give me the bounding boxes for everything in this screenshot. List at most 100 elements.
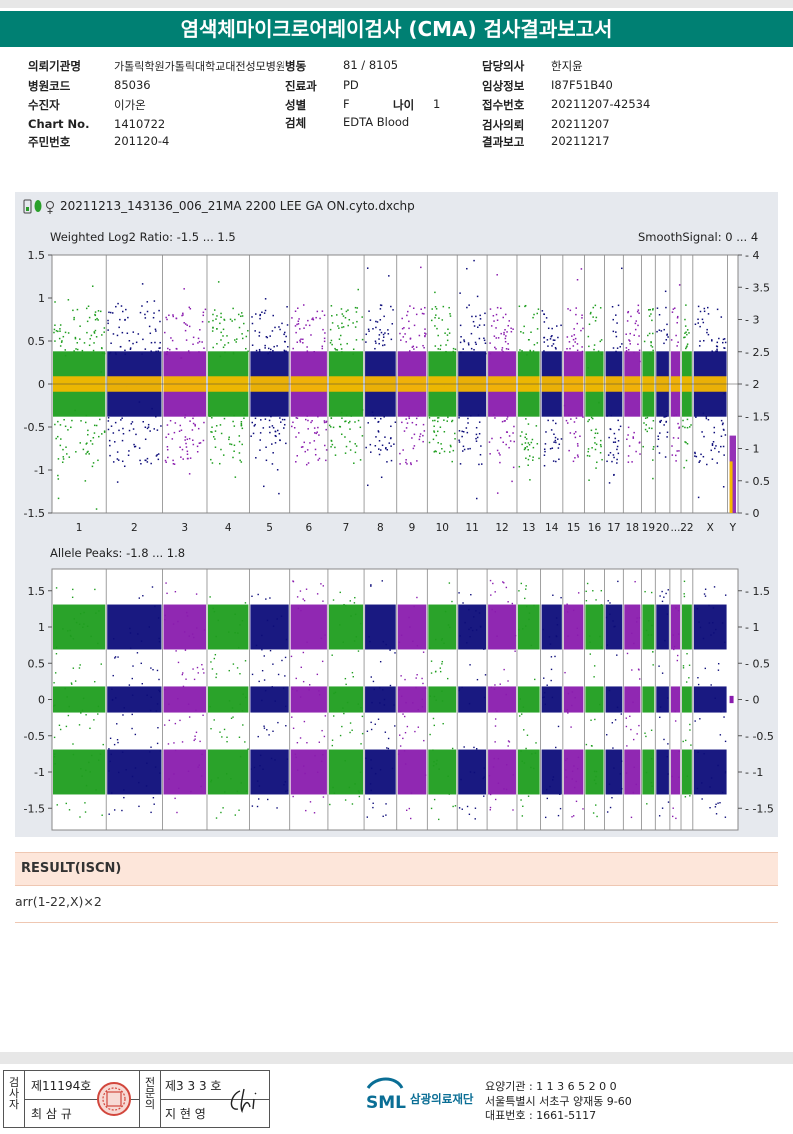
log2-point <box>185 339 188 341</box>
allele-point <box>721 622 724 624</box>
log2-point <box>141 353 143 355</box>
allele-point <box>659 595 661 597</box>
log2-point <box>217 281 220 283</box>
log2-point <box>164 459 167 462</box>
log2-point <box>67 299 70 301</box>
log2-point <box>697 318 699 321</box>
log2-point <box>579 435 581 437</box>
allele-point <box>332 599 335 601</box>
log2-point <box>60 341 63 343</box>
allele-point <box>236 790 239 793</box>
allele-band <box>328 686 364 713</box>
allele-band <box>250 686 289 713</box>
allele-point <box>111 699 114 701</box>
allele-point <box>432 749 434 751</box>
log2-point <box>354 421 356 423</box>
log2-point <box>413 348 415 350</box>
allele-point <box>339 624 341 626</box>
allele-point <box>85 784 88 787</box>
log2-point <box>536 312 538 315</box>
log2-point <box>75 451 77 453</box>
allele-point <box>661 590 663 593</box>
allele-point <box>665 592 667 595</box>
log2-point <box>543 454 546 456</box>
patient-label: 수진자 <box>28 98 60 112</box>
log2-point <box>244 414 246 416</box>
log2-point <box>435 314 437 316</box>
log2-point <box>228 438 230 441</box>
log2-point <box>671 454 674 456</box>
allele-band <box>397 604 427 650</box>
log2-point <box>499 454 501 456</box>
allele-band <box>428 604 457 650</box>
log2-point <box>649 353 651 355</box>
allele-point <box>402 737 404 740</box>
log2-point <box>299 339 301 342</box>
allele-point <box>91 754 93 757</box>
log2-point <box>433 430 435 432</box>
allele-point <box>399 745 402 747</box>
allele-point <box>403 750 406 752</box>
log2-point <box>99 310 102 313</box>
allele-point <box>666 756 668 758</box>
log2-point <box>224 344 226 346</box>
allele-point <box>196 666 199 669</box>
allele-point <box>146 762 148 764</box>
log2-point <box>406 422 409 424</box>
log2-point <box>491 437 493 440</box>
log2-point <box>323 337 326 340</box>
allele-point <box>370 721 372 724</box>
log2-point <box>241 333 243 335</box>
allele-point <box>163 724 166 726</box>
log2-point <box>283 423 286 426</box>
allele-band <box>53 749 106 795</box>
allele-point <box>394 725 396 727</box>
allele-point <box>300 609 302 612</box>
log2-point <box>92 436 95 439</box>
allele-point <box>101 814 103 816</box>
allele-point <box>274 700 276 702</box>
allele-point <box>368 636 370 638</box>
log2-point <box>375 342 377 344</box>
log2-point <box>451 420 453 423</box>
allele-point <box>186 615 189 617</box>
log2-point <box>467 343 470 346</box>
log2-point <box>530 331 532 333</box>
allele-point <box>255 644 258 647</box>
allele-point <box>625 772 628 774</box>
log2-point <box>186 324 188 326</box>
log2-point <box>675 460 677 462</box>
allele-point <box>470 593 472 596</box>
log2-point <box>340 343 342 346</box>
log2-point <box>158 347 160 349</box>
log2-point <box>647 334 649 337</box>
log2-point <box>507 348 510 350</box>
log2-point <box>434 345 437 347</box>
log2-point <box>594 442 596 444</box>
allele-point <box>704 595 707 597</box>
log2-point <box>722 341 724 344</box>
log2-point <box>626 438 628 441</box>
log2-point <box>298 318 300 320</box>
allele-point <box>272 663 274 665</box>
allele-point <box>72 743 74 745</box>
log2-point <box>189 307 192 310</box>
allele-point <box>277 721 279 724</box>
log2-point <box>504 340 507 343</box>
allele-point <box>172 623 175 625</box>
allele-point <box>549 785 551 788</box>
log2-point <box>175 317 178 320</box>
allele-point <box>458 689 460 692</box>
allele-point <box>125 769 127 771</box>
log2-point <box>613 432 616 435</box>
log2-point <box>88 344 91 347</box>
log2-point <box>595 443 598 446</box>
log2-point <box>590 429 593 432</box>
allele-point <box>400 695 403 697</box>
log2-point <box>274 326 276 329</box>
allele-point <box>458 688 461 690</box>
allele-point <box>696 787 699 790</box>
allele-point <box>493 688 496 690</box>
log2-point <box>422 423 425 426</box>
log2-point <box>213 309 216 311</box>
